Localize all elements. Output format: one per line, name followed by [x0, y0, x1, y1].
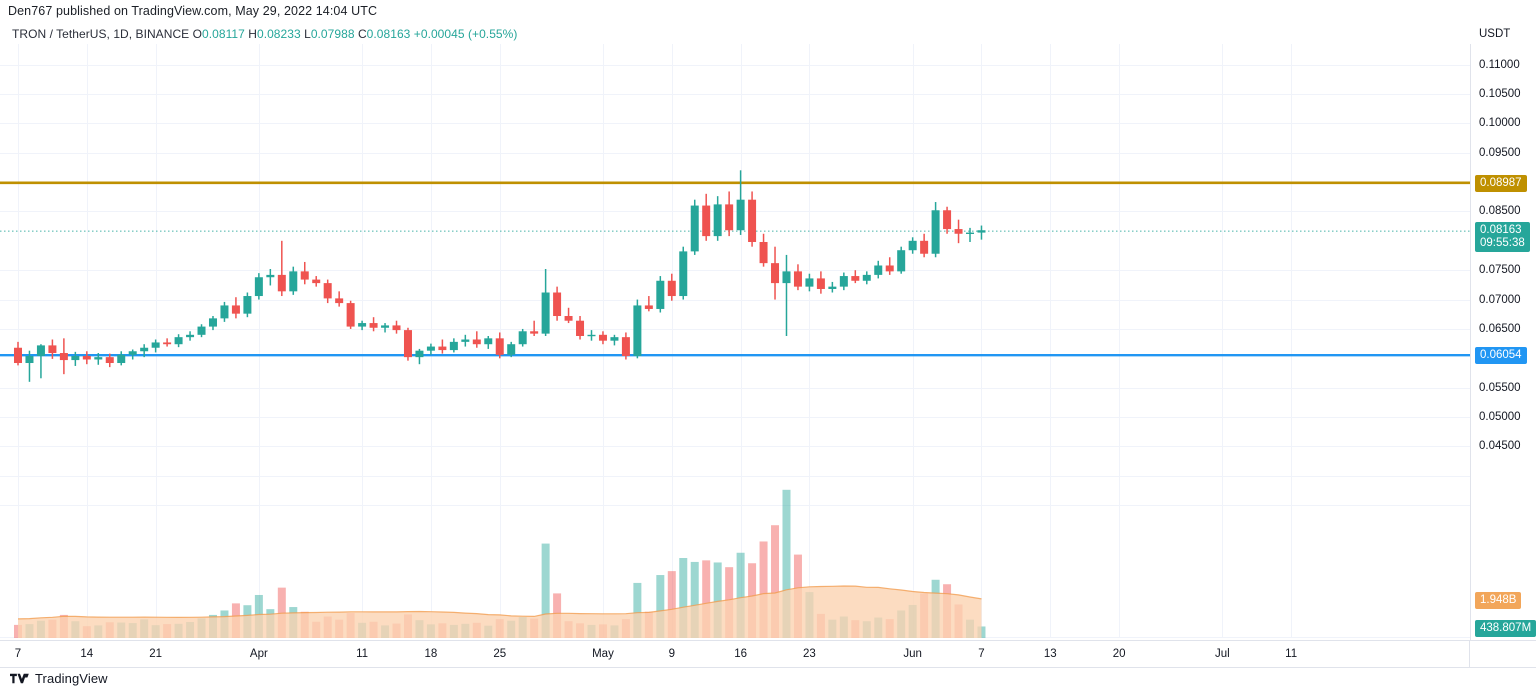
legend-change-percent: (+0.55%) — [467, 27, 518, 41]
time-tick-label: 21 — [149, 648, 163, 660]
legend-low-label: L — [304, 27, 311, 41]
time-tick-label: Jul — [1214, 648, 1230, 660]
current-price-value: 0.08163 — [1480, 224, 1522, 237]
volume-ma-tag[interactable]: 1.948B — [1475, 592, 1522, 609]
price-tick-label: 0.10500 — [1479, 87, 1521, 100]
price-scale-currency: USDT — [1479, 28, 1511, 40]
price-tick-label: 0.05500 — [1479, 381, 1521, 394]
legend-high-label: H — [248, 27, 257, 41]
chart-legend: TRON / TetherUS, 1D, BINANCE O0.08117 H0… — [12, 27, 517, 41]
time-tick-label: Jun — [903, 648, 922, 660]
time-tick-label: 23 — [803, 648, 816, 660]
resistance-level-tag[interactable]: 0.08987 — [1475, 174, 1527, 192]
price-tick-label: 0.07000 — [1479, 293, 1521, 306]
time-tick-label: Apr — [249, 648, 268, 660]
tradingview-wordmark: TradingView — [35, 671, 108, 686]
tradingview-footer: TradingView — [10, 671, 108, 686]
price-tick-label: 0.07500 — [1479, 264, 1521, 277]
price-tick-label: 0.06500 — [1479, 322, 1521, 335]
horizontal-levels-layer[interactable] — [0, 44, 1470, 640]
legend-open-value: 0.08117 — [202, 27, 245, 41]
time-tick-label: 25 — [493, 648, 507, 660]
volume-value-tag[interactable]: 438.807M — [1475, 620, 1536, 637]
countdown-timer: 09:55:38 — [1480, 237, 1525, 250]
time-scale[interactable]: 7 14 21 Apr 11 18 25 May 9 16 23 Jun 7 13 20 Jul 11 — [0, 640, 1536, 668]
time-tick-label: 16 — [734, 648, 748, 660]
current-price-tag[interactable]: 0.08163 09:55:38 — [1475, 222, 1530, 253]
volume-series-layer — [14, 489, 986, 638]
price-tick-label: 0.11000 — [1479, 58, 1520, 71]
price-tick-label: 0.05000 — [1479, 411, 1521, 424]
time-tick-label: 7 — [978, 648, 985, 660]
price-tick-label: 0.04500 — [1479, 440, 1521, 453]
price-tick-label: 0.09500 — [1479, 146, 1521, 159]
time-tick-label: 7 — [14, 648, 22, 660]
time-tick-label: 9 — [668, 648, 675, 660]
legend-low-value: 0.07988 — [310, 27, 355, 41]
price-tick-label: 0.08500 — [1479, 205, 1521, 218]
legend-symbol: TRON / TetherUS, 1D, BINANCE — [12, 27, 190, 41]
time-tick-label: 11 — [356, 648, 369, 660]
price-tick-label: 0.10000 — [1479, 117, 1521, 130]
time-tick-label: May — [592, 648, 614, 660]
legend-close-label: C — [357, 27, 367, 41]
legend-open-label: O — [192, 27, 203, 41]
time-tick-label: 11 — [1285, 648, 1298, 660]
time-tick-label: 18 — [424, 648, 438, 660]
candlestick-series-layer — [14, 170, 986, 382]
support-level-tag[interactable]: 0.06054 — [1475, 347, 1527, 365]
time-tick-label: 20 — [1112, 648, 1126, 660]
legend-close-value: 0.08163 — [366, 27, 411, 41]
time-scale-divider — [1469, 641, 1470, 668]
time-tick-label: 13 — [1043, 648, 1057, 660]
chart-plot-area[interactable] — [0, 44, 1470, 640]
legend-high-value: 0.08233 — [256, 27, 301, 41]
tradingview-logo-icon — [10, 673, 29, 684]
price-scale[interactable]: USDT 0.11000 0.10500 0.10000 0.09500 0.08500… — [1470, 28, 1536, 640]
legend-change: +0.00045 — [413, 27, 465, 41]
time-tick-label: 14 — [80, 648, 94, 660]
publication-attribution: Den767 published on TradingView.com, May… — [8, 4, 378, 18]
